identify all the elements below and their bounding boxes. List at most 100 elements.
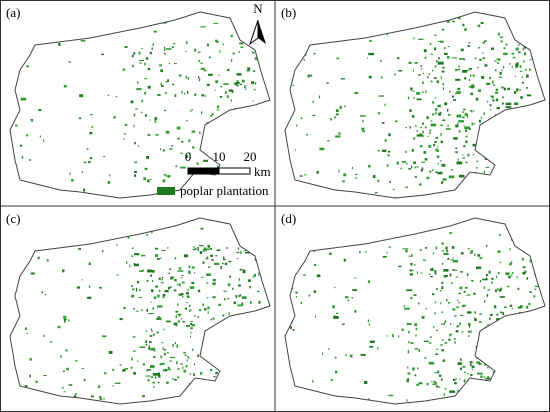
plantation-patch [141, 254, 143, 257]
plantation-patch [434, 65, 437, 68]
plantation-patch [135, 108, 138, 110]
plantation-patch [468, 323, 471, 326]
plantation-patch [239, 334, 242, 337]
plantation-patch [530, 358, 533, 361]
plantation-patch [448, 302, 450, 304]
plantation-patch [518, 153, 521, 157]
plantation-patch [153, 356, 156, 358]
plantation-patch [500, 378, 502, 380]
plantation-patch [514, 351, 518, 353]
plantation-patch [133, 372, 136, 375]
plantation-patch [407, 378, 409, 381]
plantation-patch [459, 358, 462, 361]
plantation-patch [432, 383, 437, 385]
plantation-patch [460, 271, 463, 273]
plantation-patch [240, 125, 245, 128]
plantation-patch [221, 336, 225, 340]
plantation-patch [496, 313, 499, 316]
plantation-patch [204, 308, 207, 311]
plantation-patch [189, 373, 192, 375]
plantation-patch [146, 309, 148, 312]
plantation-patch [123, 307, 126, 310]
plantation-patch [200, 67, 205, 70]
plantation-patch [416, 271, 418, 274]
plantation-patch [442, 119, 446, 121]
plantation-patch [453, 137, 458, 140]
plantation-patch [145, 57, 149, 60]
plantation-patch [352, 289, 357, 291]
plantation-patch [422, 259, 426, 261]
plantation-patch [145, 330, 147, 332]
plantation-patch [234, 82, 238, 86]
plantation-patch [459, 58, 465, 60]
plantation-patch [169, 268, 172, 270]
plantation-patch [314, 315, 316, 318]
plantation-patch [259, 260, 261, 262]
plantation-patch [381, 122, 385, 124]
plantation-patch [237, 304, 243, 307]
plantation-patch [174, 63, 177, 65]
plantation-patch [240, 46, 244, 49]
plantation-patch [516, 137, 518, 140]
plantation-patch [155, 247, 159, 250]
plantation-patch [491, 281, 493, 284]
plantation-patch [136, 310, 139, 312]
plantation-patch [39, 135, 41, 138]
plantation-patch [192, 146, 195, 149]
plantation-patch [423, 340, 429, 342]
plantation-patch [136, 281, 140, 284]
plantation-patch [158, 375, 161, 378]
plantation-patch [380, 60, 382, 62]
plantation-patch [462, 23, 465, 27]
plantation-patch [178, 314, 181, 317]
plantation-patch [505, 135, 508, 138]
plantation-patch [532, 251, 535, 253]
plantation-patch [122, 68, 126, 71]
plantation-patch [459, 322, 461, 325]
plantation-patch [155, 133, 159, 136]
plantation-patch [58, 43, 61, 46]
plantation-patch [449, 232, 452, 235]
plantation-patch [168, 17, 171, 20]
plantation-patch [142, 395, 145, 398]
plantation-patch [502, 136, 507, 139]
plantation-patch [526, 183, 529, 186]
plantation-patch [215, 351, 218, 354]
plantation-patch [501, 192, 503, 194]
plantation-patch [443, 393, 445, 396]
plantation-patch [116, 244, 118, 246]
plantation-patch [188, 265, 191, 269]
plantation-patch [233, 358, 235, 362]
plantation-patch [174, 379, 177, 381]
plantation-patch [354, 310, 357, 313]
plantation-patch [202, 303, 204, 306]
plantation-patch [68, 61, 71, 63]
plantation-patch [441, 242, 444, 245]
plantation-patch [240, 129, 243, 132]
plantation-patch [169, 63, 171, 65]
plantation-patch [175, 165, 178, 168]
plantation-patch [141, 99, 144, 103]
plantation-patch [478, 46, 480, 49]
plantation-patch [112, 368, 115, 371]
plantation-patch [247, 67, 251, 70]
plantation-patch [186, 289, 189, 291]
plantation-patch [15, 124, 18, 127]
plantation-patch [177, 137, 180, 140]
plantation-patch [499, 311, 503, 314]
plantation-patch [504, 306, 507, 308]
plantation-patch [134, 263, 139, 267]
plantation-patch [428, 273, 431, 275]
plantation-patch [489, 142, 492, 145]
plantation-patch [313, 53, 316, 55]
plantation-patch [88, 262, 91, 265]
plantation-patch [360, 353, 366, 356]
plantation-patch [476, 160, 479, 162]
plantation-patch [492, 187, 495, 189]
plantation-patch [406, 379, 409, 383]
plantation-patch [167, 366, 170, 370]
plantation-patch [299, 175, 303, 177]
plantation-patch [212, 317, 215, 320]
plantation-patch [417, 367, 419, 370]
plantation-patch [108, 232, 111, 234]
